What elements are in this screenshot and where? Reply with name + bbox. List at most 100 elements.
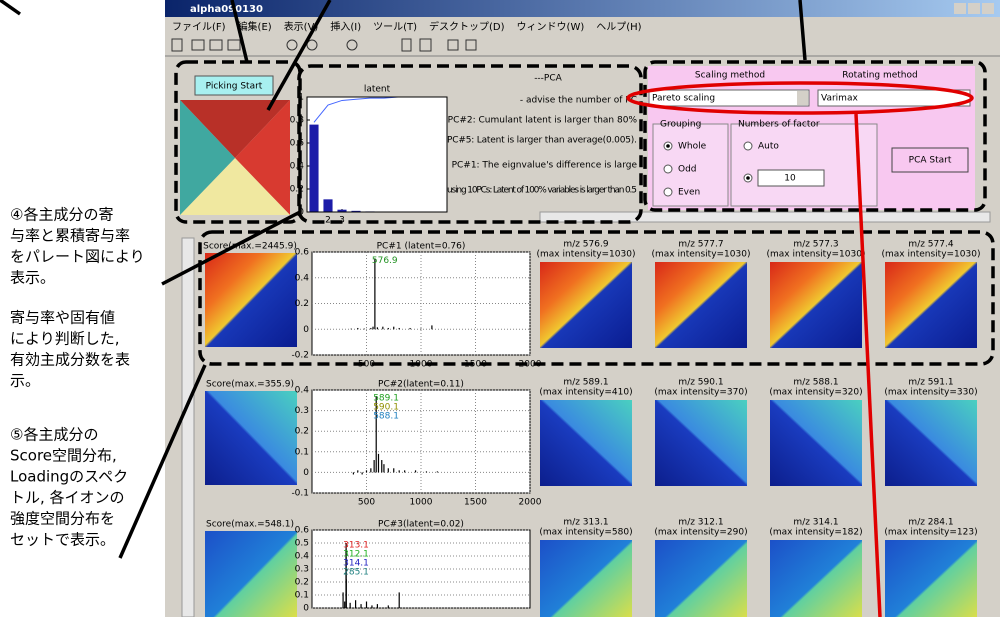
advice-line: using 10PCs: Latent of 100% variables is… <box>447 186 637 196</box>
chart-title: latent <box>364 85 391 95</box>
y-tick-label: 0.2 <box>295 299 309 309</box>
peak-label: 588.1 <box>373 412 399 422</box>
y-tick-label: 0 <box>303 604 309 614</box>
loading-title: PC#2(latent=0.11) <box>378 380 464 390</box>
menu-bar: ファイル(F)編集(E)表示(V)挿入(I)ツール(T)デスクトップ(D)ウィン… <box>172 20 642 33</box>
score-image <box>205 253 297 347</box>
close-button[interactable] <box>982 3 994 14</box>
y-tick-label: 0 <box>303 325 309 335</box>
ion-mz: m/z 591.1 <box>908 378 953 388</box>
y-tick-label: 0.8 <box>290 116 305 126</box>
ion-mz: m/z 314.1 <box>793 518 838 528</box>
y-tick-label: 0.6 <box>295 526 310 536</box>
y-tick-label: 0.6 <box>290 139 305 149</box>
pointer-line <box>0 0 20 14</box>
sample-image <box>180 100 290 215</box>
annotation-line: により判断した, <box>10 330 119 348</box>
x-tick-label: 2 <box>325 216 331 226</box>
ion-image <box>885 400 977 486</box>
menu-item[interactable]: ヘルプ(H) <box>596 21 641 33</box>
advice-line: PC#5: Latent is larger than average(0.00… <box>447 136 637 146</box>
vertical-scrollbar[interactable] <box>182 238 194 617</box>
y-tick-label: 0.1 <box>295 447 309 457</box>
grouping-option: Even <box>678 188 700 198</box>
y-tick-label: 0.5 <box>295 539 309 549</box>
title-bar <box>165 0 1000 17</box>
radio-dot <box>746 176 750 180</box>
page: alpha090130 ファイル(F)編集(E)表示(V)挿入(I)ツール(T)… <box>0 0 1000 617</box>
ion-mz: m/z 577.3 <box>793 240 838 250</box>
grouping-label: Grouping <box>660 120 701 130</box>
y-tick-label: 0.4 <box>295 273 310 283</box>
menu-item[interactable]: ウィンドウ(W) <box>517 21 585 33</box>
ion-intensity: (max intensity=1030) <box>767 250 866 260</box>
x-tick-label: 1500 <box>464 498 487 508</box>
ion-mz: m/z 576.9 <box>563 240 608 250</box>
y-tick-label: -0.2 <box>291 351 309 361</box>
maximize-button[interactable] <box>968 3 980 14</box>
ion-image <box>540 262 632 348</box>
advice-title: ---PCA <box>534 74 562 84</box>
x-tick-label: 500 <box>358 498 375 508</box>
ion-mz: m/z 577.7 <box>678 240 723 250</box>
menu-item[interactable]: ファイル(F) <box>172 22 226 33</box>
menu-item[interactable]: デスクトップ(D) <box>429 20 505 33</box>
menu-item[interactable]: ツール(T) <box>373 22 417 33</box>
y-tick-label: 0.2 <box>295 427 309 437</box>
menu-item[interactable]: 編集(E) <box>238 20 272 33</box>
ion-intensity: (max intensity=182) <box>769 528 862 538</box>
screenshot: alpha090130 ファイル(F)編集(E)表示(V)挿入(I)ツール(T)… <box>0 0 1000 617</box>
radio-dot <box>666 144 670 148</box>
peak-label: 285.1 <box>343 568 369 578</box>
latent-plot-area <box>307 97 447 212</box>
dropdown-arrow[interactable] <box>797 91 808 105</box>
annotation-line: Loadingのスペク <box>10 468 128 486</box>
annotation-line: 与率と累積寄与率 <box>10 227 130 245</box>
ion-image <box>540 540 632 617</box>
annotation-line: ⑤各主成分の <box>10 426 98 444</box>
ion-intensity: (max intensity=370) <box>654 388 747 398</box>
score-image <box>205 531 297 617</box>
loading-title: PC#1 (latent=0.76) <box>377 242 466 252</box>
annotation-line: 寄与率や固有値 <box>10 309 115 327</box>
y-tick-label: 0.4 <box>295 552 310 562</box>
loading-title: PC#3(latent=0.02) <box>378 520 464 530</box>
advice-line: - advise the number of PC <box>520 96 637 106</box>
factor-value: 10 <box>784 174 796 184</box>
ion-intensity: (max intensity=580) <box>539 528 632 538</box>
score-title: Score(max.=548.1) <box>206 520 294 530</box>
radio-button[interactable] <box>744 142 752 150</box>
bar <box>309 125 318 212</box>
ion-image <box>885 262 977 348</box>
advice-line: PC#2: Cumulant latent is larger than 80% <box>448 116 638 126</box>
annotation-line: 強度空間分布を <box>10 510 115 528</box>
window-title: alpha090130 <box>190 4 263 15</box>
ion-image <box>540 400 632 486</box>
ion-image <box>770 400 862 486</box>
score-image <box>205 391 297 485</box>
annotation-line: 示。 <box>10 372 40 390</box>
menu-item[interactable]: 挿入(I) <box>330 20 361 33</box>
y-tick-label: 0.1 <box>295 591 309 601</box>
annotations: ④各主成分の寄与率と累積寄与率をパレート図により表示。寄与率や固有値により判断し… <box>10 206 145 549</box>
y-tick-label: 0.2 <box>290 185 304 195</box>
minimize-button[interactable] <box>954 3 966 14</box>
score-title: Score(max.=355.9) <box>206 380 294 390</box>
annotation-line: Score空間分布, <box>10 447 117 465</box>
radio-button[interactable] <box>664 165 672 173</box>
annotation-line: ④各主成分の寄 <box>10 206 113 224</box>
ion-image <box>655 540 747 617</box>
factor-label: Numbers of factor <box>738 120 820 130</box>
rotating-value: Varimax <box>821 94 858 104</box>
y-tick-label: 0.4 <box>295 386 310 396</box>
advice-line: PC#1: The eignvalue's difference is larg… <box>452 161 638 171</box>
annotation-line: をパレート図により <box>10 248 145 266</box>
ion-intensity: (max intensity=410) <box>539 388 632 398</box>
score-title: Score(max.=2445.9) <box>203 242 297 252</box>
radio-button[interactable] <box>664 188 672 196</box>
y-tick-label: 0.2 <box>295 578 309 588</box>
grouping-option: Odd <box>678 165 697 175</box>
y-tick-label: 0.3 <box>295 406 309 416</box>
annotation-line: 有効主成分数を表 <box>10 351 130 369</box>
ion-intensity: (max intensity=290) <box>654 528 747 538</box>
